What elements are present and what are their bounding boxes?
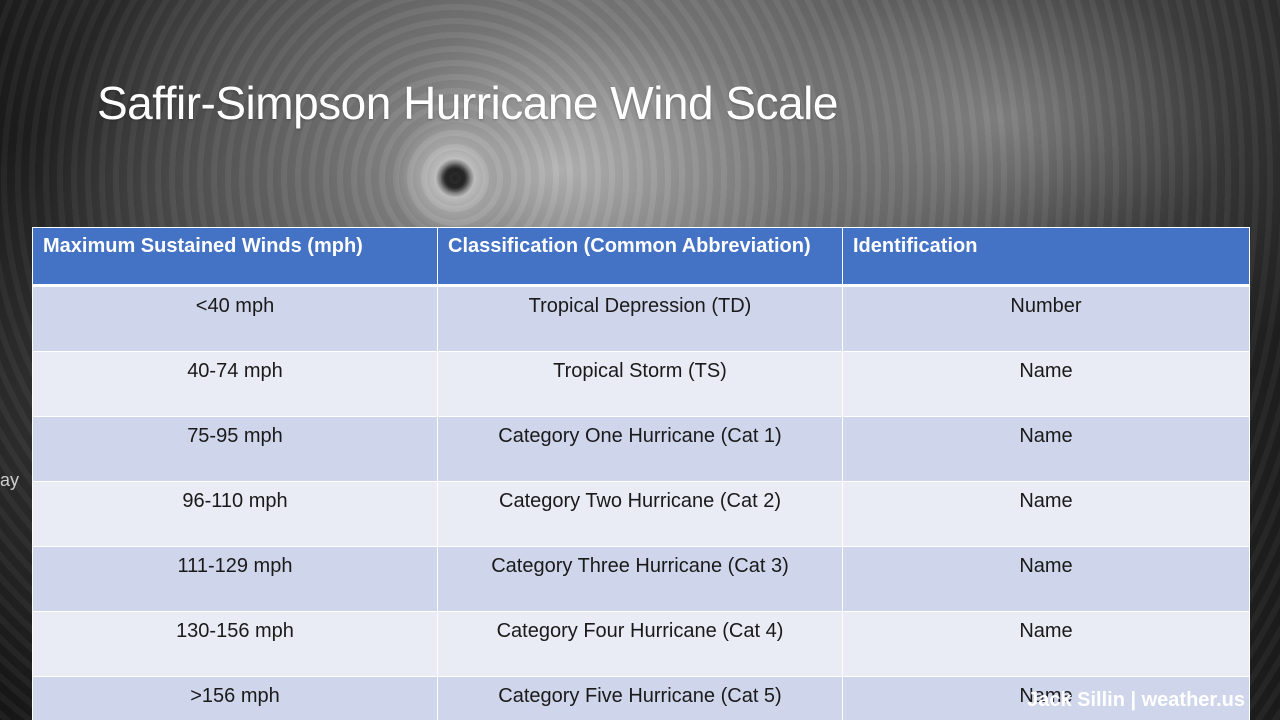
cell-classification: Category Four Hurricane (Cat 4) bbox=[437, 611, 843, 677]
cell-classification: Category One Hurricane (Cat 1) bbox=[437, 416, 843, 482]
cell-classification: Category Two Hurricane (Cat 2) bbox=[437, 481, 843, 547]
cell-identification: Name bbox=[842, 676, 1250, 720]
partial-edge-text: ay bbox=[0, 470, 20, 490]
table-row: 130-156 mph Category Four Hurricane (Cat… bbox=[32, 611, 1250, 677]
cell-winds: <40 mph bbox=[32, 285, 438, 352]
cell-identification: Name bbox=[842, 481, 1250, 547]
cell-classification: Tropical Storm (TS) bbox=[437, 351, 843, 417]
cell-classification: Tropical Depression (TD) bbox=[437, 285, 843, 352]
cell-identification: Name bbox=[842, 416, 1250, 482]
footer-credit: Jack Sillin | weather.us bbox=[1027, 689, 1245, 711]
cell-classification: Category Three Hurricane (Cat 3) bbox=[437, 546, 843, 612]
header-identification: Identification bbox=[842, 227, 1250, 287]
cell-identification: Name bbox=[842, 351, 1250, 417]
table-row: 111-129 mph Category Three Hurricane (Ca… bbox=[32, 546, 1250, 612]
table-row: <40 mph Tropical Depression (TD) Number bbox=[32, 285, 1250, 352]
wind-scale-table: Maximum Sustained Winds (mph) Classifica… bbox=[32, 227, 1250, 720]
cell-winds: 111-129 mph bbox=[32, 546, 438, 612]
slide-title: Saffir-Simpson Hurricane Wind Scale bbox=[97, 77, 838, 129]
table-row: 40-74 mph Tropical Storm (TS) Name bbox=[32, 351, 1250, 417]
cell-winds: 75-95 mph bbox=[32, 416, 438, 482]
header-classification: Classification (Common Abbreviation) bbox=[437, 227, 843, 287]
cell-identification: Name bbox=[842, 611, 1250, 677]
cell-classification: Category Five Hurricane (Cat 5) bbox=[437, 676, 843, 720]
table-row: 75-95 mph Category One Hurricane (Cat 1)… bbox=[32, 416, 1250, 482]
table-row: >156 mph Category Five Hurricane (Cat 5)… bbox=[32, 676, 1250, 720]
cell-winds: 130-156 mph bbox=[32, 611, 438, 677]
cell-identification: Number bbox=[842, 285, 1250, 352]
cell-winds: 40-74 mph bbox=[32, 351, 438, 417]
cell-winds: >156 mph bbox=[32, 676, 438, 720]
cell-identification: Name bbox=[842, 546, 1250, 612]
table-row: 96-110 mph Category Two Hurricane (Cat 2… bbox=[32, 481, 1250, 547]
cell-winds: 96-110 mph bbox=[32, 481, 438, 547]
header-max-winds: Maximum Sustained Winds (mph) bbox=[32, 227, 438, 287]
table-header-row: Maximum Sustained Winds (mph) Classifica… bbox=[32, 227, 1250, 287]
